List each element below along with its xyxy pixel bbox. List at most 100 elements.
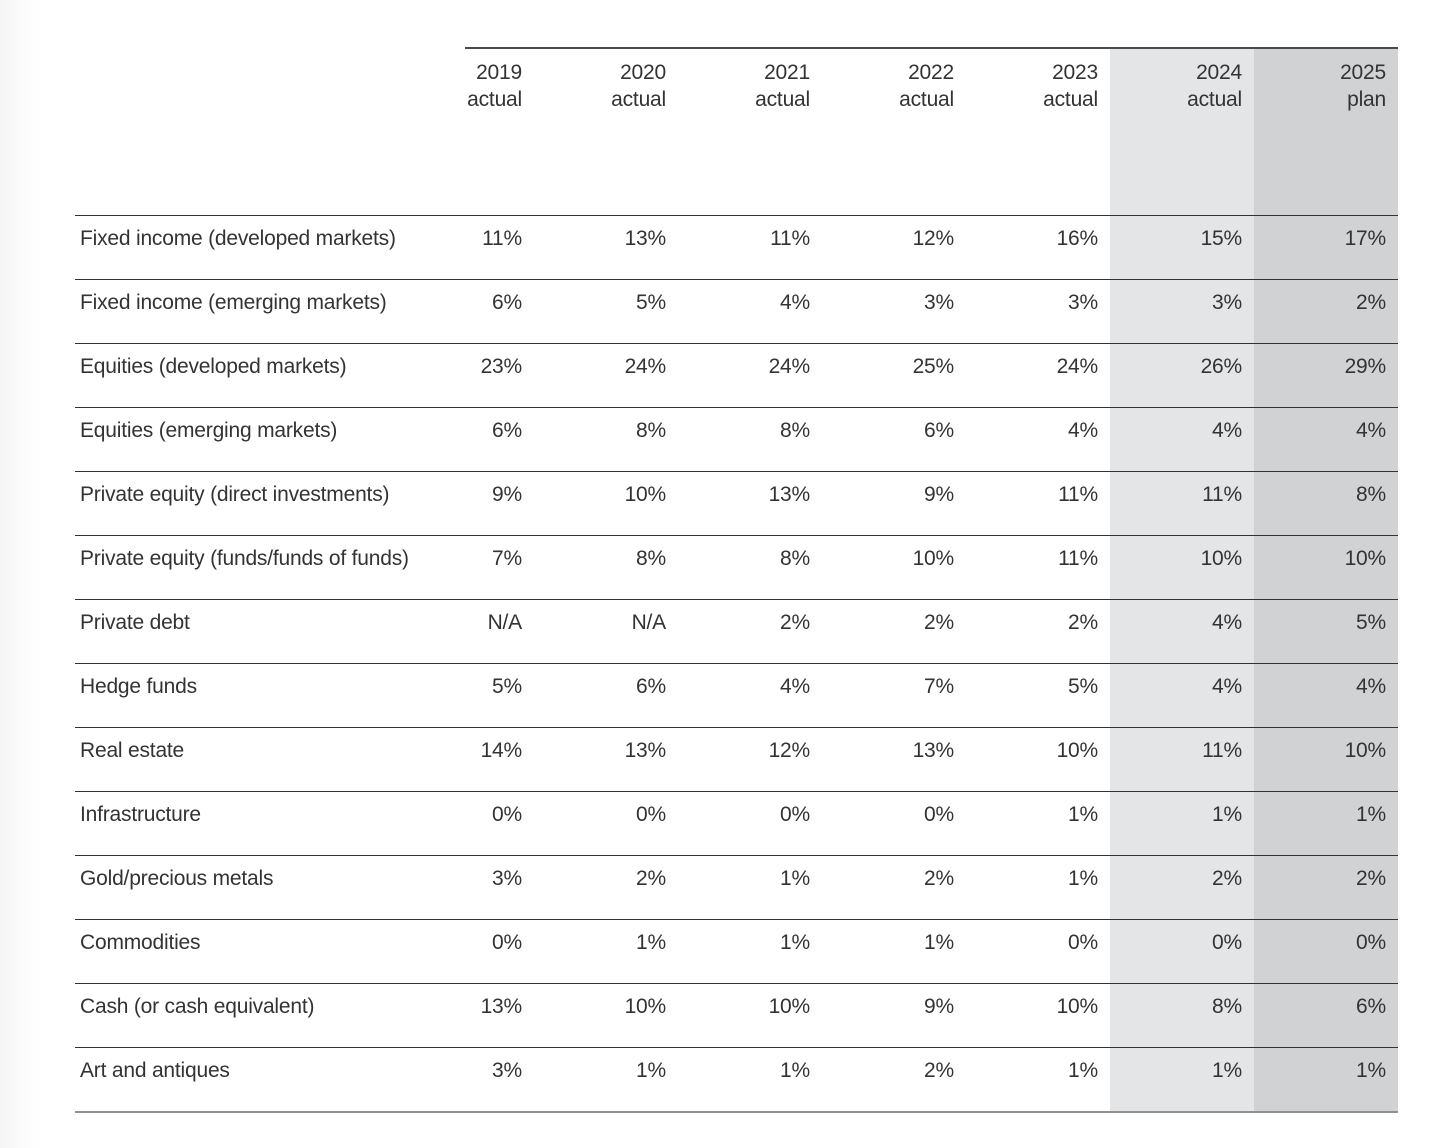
value-cell: 7% [390,534,534,599]
value-cell: 5% [966,662,1110,727]
row-label: Private equity (funds/funds of funds) [75,534,409,599]
row-label: Equities (emerging markets) [75,406,390,471]
value-cell: 26% [1110,342,1254,407]
value-cell: 11% [678,214,822,279]
value-cell: 10% [822,534,966,599]
value-cell: 6% [822,406,966,471]
value-cell: 9% [822,982,966,1047]
header-top-rule [465,47,1398,49]
value-cell: 7% [822,662,966,727]
value-cell: 4% [1110,662,1254,727]
value-cell: 24% [678,342,822,407]
value-cell: 0% [966,918,1110,983]
column-year: 2022 [908,61,954,84]
column-qualifier: actual [755,88,810,111]
column-header-5: 2024 actual [1110,48,1254,215]
column-year: 2021 [764,61,810,84]
value-cell: 2% [822,854,966,919]
value-cell: 3% [1110,278,1254,343]
value-cell: 12% [822,214,966,279]
table-row: Gold/precious metals 3% 2% 1% 2% 1% 2% 2% [75,854,1398,919]
value-cell: 11% [1110,470,1254,535]
column-year: 2020 [620,61,666,84]
row-label: Private debt [75,598,390,663]
value-cell: 4% [1110,598,1254,663]
row-label: Hedge funds [75,662,390,727]
table-row: Infrastructure 0% 0% 0% 0% 1% 1% 1% [75,790,1398,855]
column-header-1: 2020 actual [534,48,678,215]
value-cell: 2% [966,598,1110,663]
value-cell: 13% [534,726,678,791]
value-cell: 1% [678,918,822,983]
column-header-3: 2022 actual [822,48,966,215]
value-cell: 3% [966,278,1110,343]
table-row: Cash (or cash equivalent) 13% 10% 10% 9% 10% 8… [75,982,1398,1047]
value-cell: 3% [390,1046,534,1111]
value-cell: 1% [678,854,822,919]
value-cell: 2% [1110,854,1254,919]
value-cell: 3% [822,278,966,343]
column-qualifier: actual [899,88,954,111]
value-cell: 23% [390,342,534,407]
value-cell: 13% [822,726,966,791]
value-cell: 3% [390,854,534,919]
column-qualifier: actual [611,88,666,111]
value-cell: 2% [534,854,678,919]
row-label: Fixed income (developed markets) [75,214,396,279]
value-cell: 5% [390,662,534,727]
value-cell: 16% [966,214,1110,279]
value-cell: 5% [534,278,678,343]
value-cell: 4% [966,406,1110,471]
value-cell: 10% [534,982,678,1047]
value-cell: 11% [966,534,1110,599]
value-cell: 1% [966,1046,1110,1111]
value-cell: 14% [390,726,534,791]
value-cell: 0% [1254,918,1398,983]
value-cell: 24% [966,342,1110,407]
value-cell: 0% [678,790,822,855]
value-cell: 0% [534,790,678,855]
value-cell: 1% [1110,790,1254,855]
value-cell: 8% [678,406,822,471]
value-cell: 10% [1110,534,1254,599]
value-cell: 5% [1254,598,1398,663]
column-qualifier: actual [1187,88,1242,111]
value-cell: 6% [390,406,534,471]
value-cell: 10% [966,982,1110,1047]
table-row: Private equity (funds/funds of funds) 7% 8… [75,534,1398,599]
table-row: Fixed income (developed markets) 11% 13% 11… [75,214,1398,279]
row-label: Real estate [75,726,390,791]
value-cell: 1% [822,918,966,983]
value-cell: 10% [1254,534,1398,599]
value-cell: 0% [1110,918,1254,983]
value-cell: 2% [1254,854,1398,919]
value-cell: 10% [678,982,822,1047]
column-header-6: 2025 plan [1254,48,1398,215]
value-cell: N/A [534,598,678,663]
table-row: Equities (emerging markets) 6% 8% 8% 6% 4% 4% 4… [75,406,1398,471]
table-row: Commodities 0% 1% 1% 1% 0% 0% 0% [75,918,1398,983]
column-header-4: 2023 actual [966,48,1110,215]
value-cell: 6% [1254,982,1398,1047]
column-year: 2025 [1340,61,1386,84]
table-row: Private debt N/A N/A 2% 2% 2% 4% 5% [75,598,1398,663]
value-cell: 12% [678,726,822,791]
table-row: Equities (developed markets) 23% 24% 24% 25%… [75,342,1398,407]
value-cell: 0% [390,918,534,983]
value-cell: 1% [534,1046,678,1111]
value-cell: 4% [1110,406,1254,471]
row-label: Art and antiques [75,1046,390,1111]
value-cell: 1% [966,854,1110,919]
value-cell: 1% [678,1046,822,1111]
value-cell: 8% [1110,982,1254,1047]
column-qualifier: plan [1347,88,1386,111]
column-header-0: 2019 actual [390,48,534,215]
value-cell: 13% [390,982,534,1047]
value-cell: 8% [534,406,678,471]
value-cell: 4% [678,662,822,727]
value-cell: 8% [678,534,822,599]
row-label: Gold/precious metals [75,854,390,919]
table-row: Private equity (direct investments) 9% 10%… [75,470,1398,535]
table-row: Hedge funds 5% 6% 4% 7% 5% 4% 4% [75,662,1398,727]
